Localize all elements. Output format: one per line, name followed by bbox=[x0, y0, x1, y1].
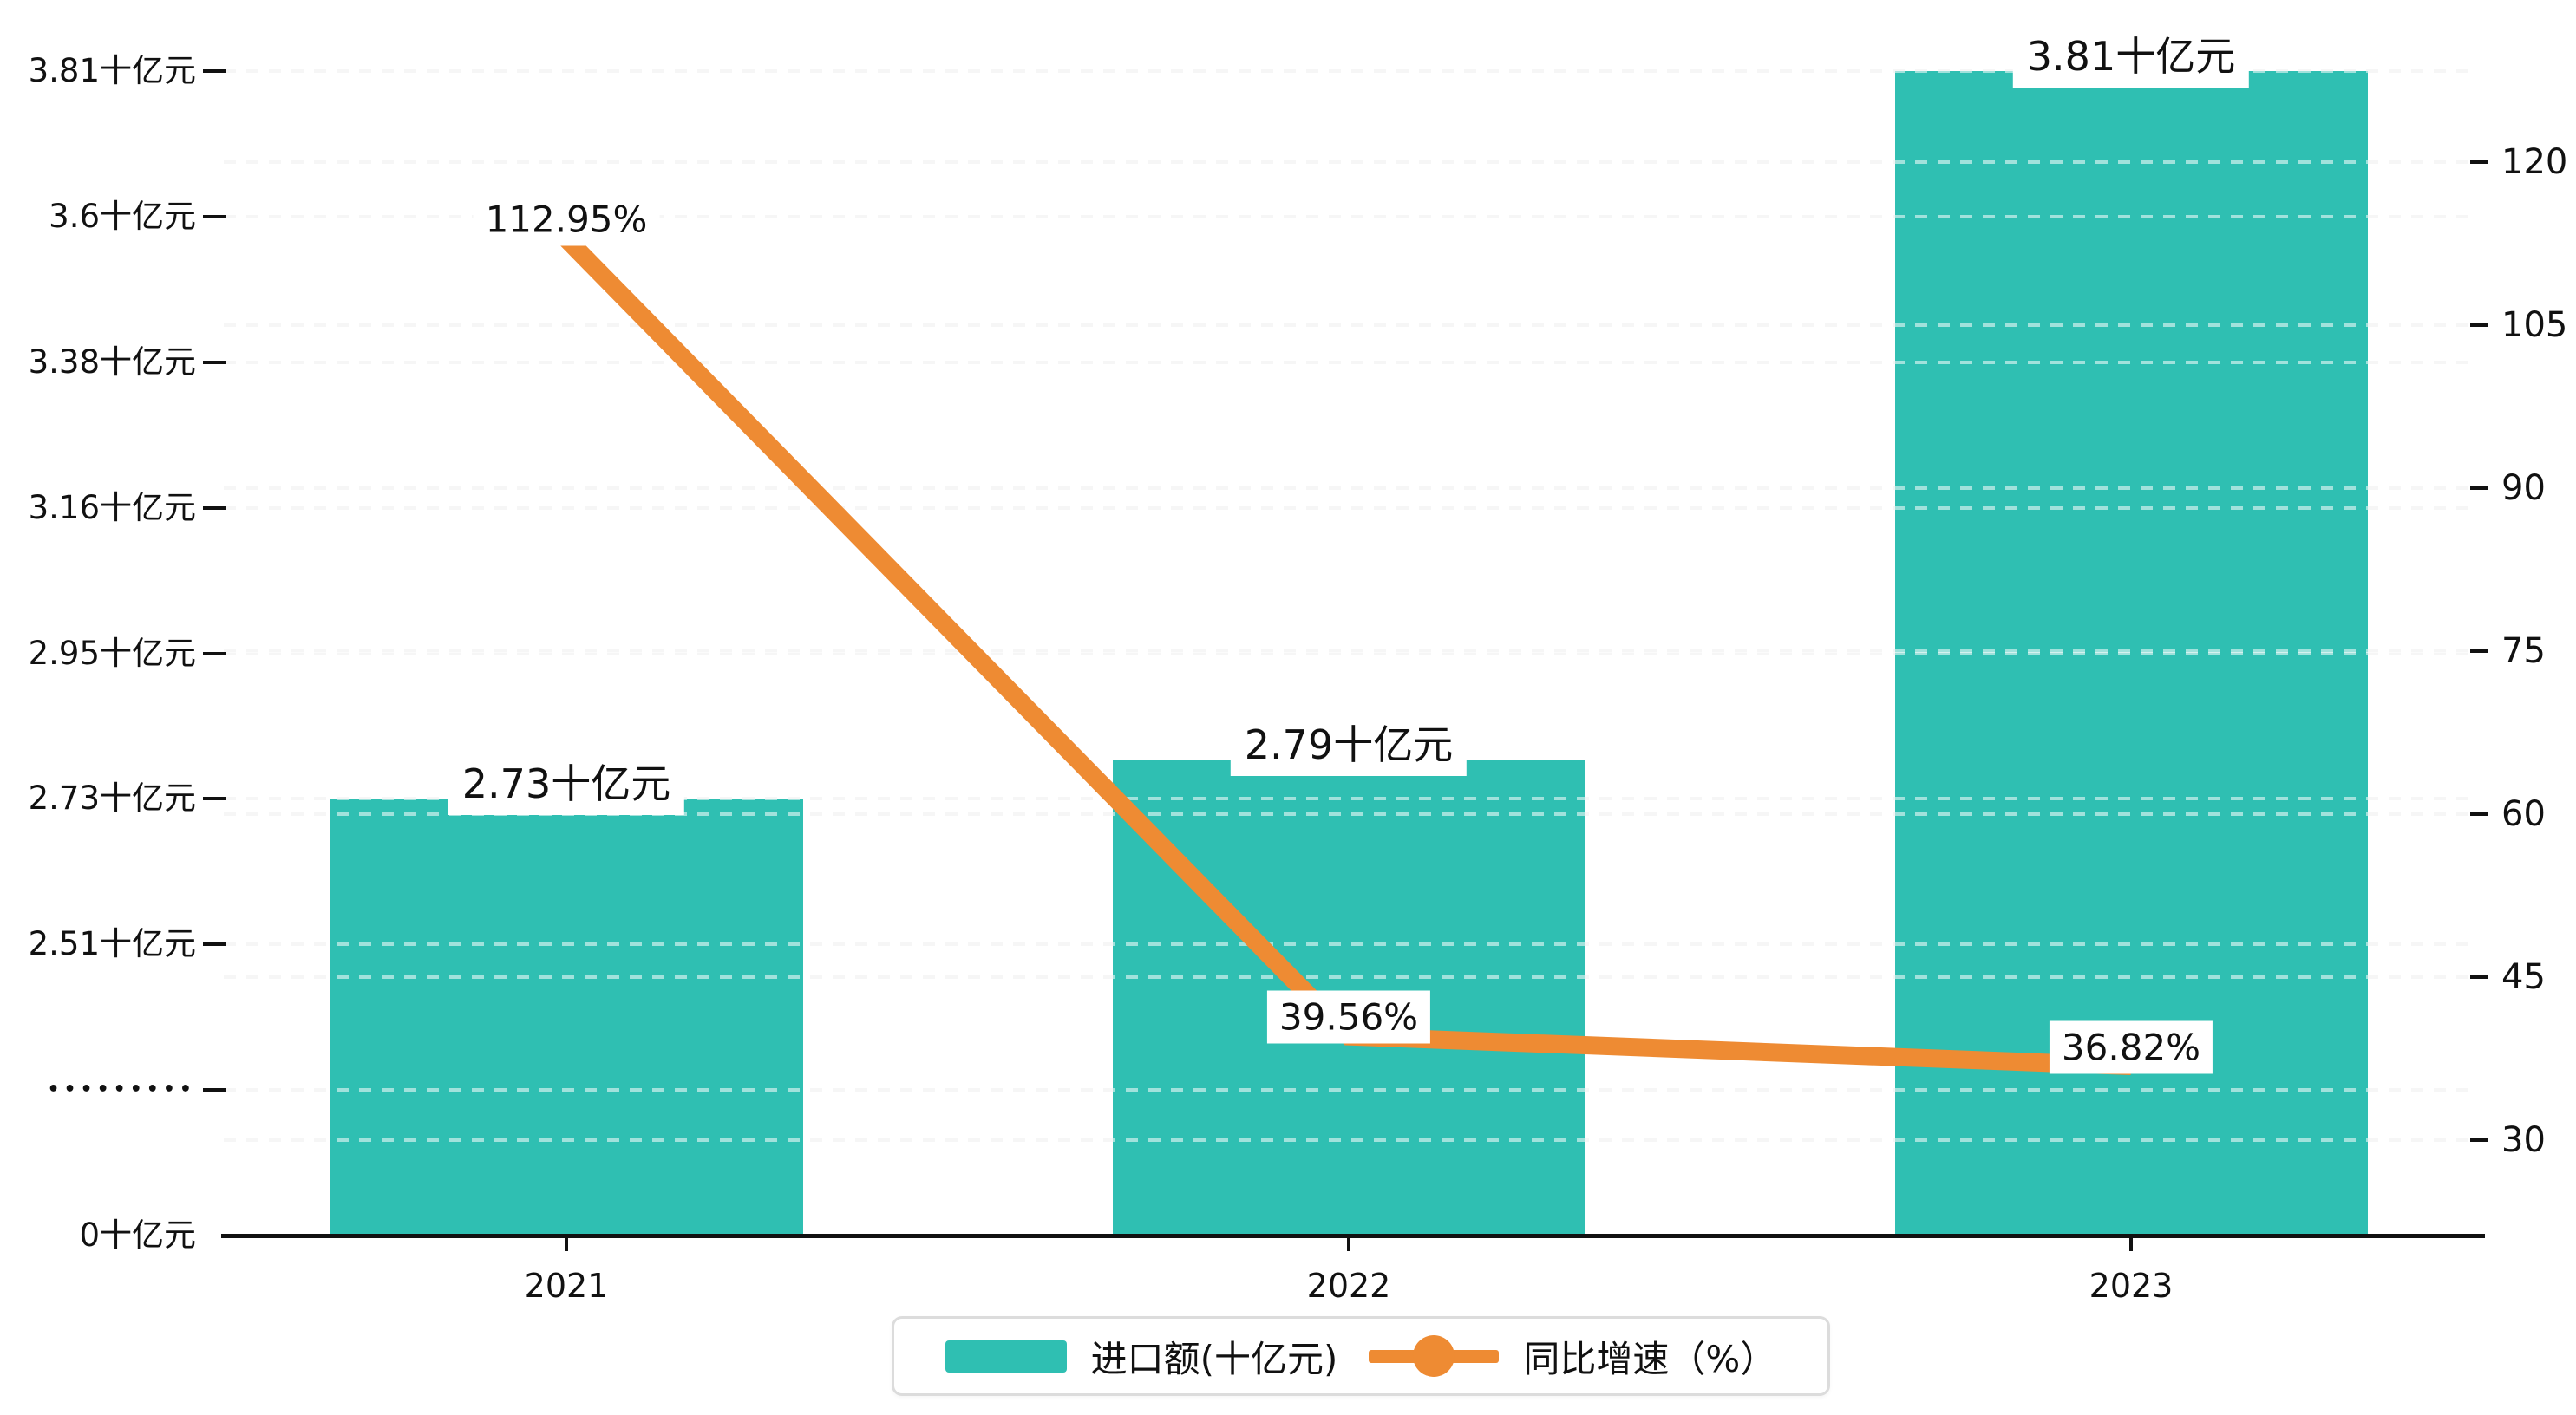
left-axis-tick-label: 2.51十亿元 bbox=[28, 925, 196, 963]
growth-value-label-2023: 36.82% bbox=[2049, 1020, 2213, 1074]
left-axis-tick bbox=[203, 651, 226, 655]
legend-item-imports[interactable]: 进口额(十亿元) bbox=[945, 1330, 1338, 1383]
x-axis-tick bbox=[565, 1236, 568, 1251]
left-axis-tick bbox=[203, 69, 226, 73]
x-axis-line bbox=[221, 1234, 2485, 1238]
growth-value-label-2022: 39.56% bbox=[1266, 990, 1431, 1044]
left-axis-tick-label: 3.16十亿元 bbox=[28, 488, 196, 526]
bar-value-label-2021: 2.73十亿元 bbox=[448, 747, 685, 816]
left-axis-tick bbox=[203, 942, 226, 947]
gridline bbox=[224, 651, 2468, 655]
right-axis-tick-label: 105 bbox=[2501, 305, 2568, 345]
growth-line[interactable] bbox=[559, 232, 2132, 1076]
left-axis-tick-label: 0十亿元 bbox=[79, 1216, 196, 1254]
right-axis-tick-label: 60 bbox=[2501, 794, 2546, 834]
legend-label-imports: 进口额(十亿元) bbox=[1090, 1337, 1338, 1380]
right-axis-tick-label: 120 bbox=[2501, 142, 2568, 182]
bar-value-label-2023: 3.81十亿元 bbox=[2012, 20, 2250, 88]
x-axis-label-2023[interactable]: 2023 bbox=[2089, 1267, 2174, 1305]
x-axis-label-2022[interactable]: 2022 bbox=[1306, 1267, 1391, 1305]
gridline bbox=[224, 360, 2468, 364]
gridline bbox=[224, 649, 2468, 653]
gridline bbox=[224, 1138, 2468, 1142]
right-axis-tick bbox=[2470, 975, 2488, 979]
x-axis-tick bbox=[2129, 1236, 2133, 1251]
right-axis-tick bbox=[2470, 649, 2488, 653]
bar-2021[interactable] bbox=[330, 799, 803, 1236]
left-axis-tick bbox=[203, 797, 226, 801]
legend-item-growth[interactable]: 同比增速（%） bbox=[1369, 1330, 1776, 1383]
gridline bbox=[224, 1088, 2468, 1092]
left-axis-tick-label: 3.38十亿元 bbox=[28, 342, 196, 381]
gridline bbox=[224, 812, 2468, 816]
gridline bbox=[224, 975, 2468, 979]
right-axis-tick-label: 75 bbox=[2501, 631, 2546, 671]
x-axis-tick bbox=[1347, 1236, 1350, 1251]
gridline bbox=[224, 69, 2468, 73]
left-axis-tick-label: 3.6十亿元 bbox=[49, 197, 196, 235]
bar-swatch-icon bbox=[945, 1340, 1067, 1373]
gridline bbox=[224, 160, 2468, 164]
left-axis-tick-label: 3.81十亿元 bbox=[28, 52, 196, 89]
right-axis-tick bbox=[2470, 1138, 2488, 1142]
gridline bbox=[224, 942, 2468, 947]
legend-label-growth: 同比增速（%） bbox=[1523, 1337, 1777, 1380]
right-axis-tick bbox=[2470, 160, 2488, 164]
right-axis-tick bbox=[2470, 486, 2488, 490]
left-axis-tick-label: 2.73十亿元 bbox=[28, 779, 196, 818]
right-axis-tick bbox=[2470, 812, 2488, 816]
left-axis-tick bbox=[203, 1088, 226, 1092]
gridline bbox=[224, 797, 2468, 801]
right-axis-tick bbox=[2470, 323, 2488, 327]
left-axis-tick bbox=[203, 214, 226, 218]
left-axis-break-label: ••••••••• bbox=[47, 1079, 196, 1101]
x-axis-label-2021[interactable]: 2021 bbox=[524, 1267, 609, 1305]
left-axis-tick-label: 2.95十亿元 bbox=[28, 634, 196, 672]
gridline bbox=[224, 323, 2468, 327]
left-axis-tick bbox=[203, 505, 226, 510]
gridline bbox=[224, 214, 2468, 218]
line-dot-marker-icon bbox=[1369, 1335, 1500, 1377]
gridline bbox=[224, 486, 2468, 490]
right-axis-tick-label: 30 bbox=[2501, 1120, 2546, 1160]
growth-value-label-2021: 112.95% bbox=[473, 192, 660, 246]
legend: 进口额(十亿元) 同比增速（%） bbox=[892, 1316, 1830, 1396]
left-axis-tick bbox=[203, 360, 226, 364]
bar-value-label-2022: 2.79十亿元 bbox=[1230, 708, 1468, 776]
gridline bbox=[224, 505, 2468, 510]
right-axis-tick-label: 90 bbox=[2501, 468, 2546, 508]
right-axis-tick-label: 45 bbox=[2501, 957, 2546, 997]
